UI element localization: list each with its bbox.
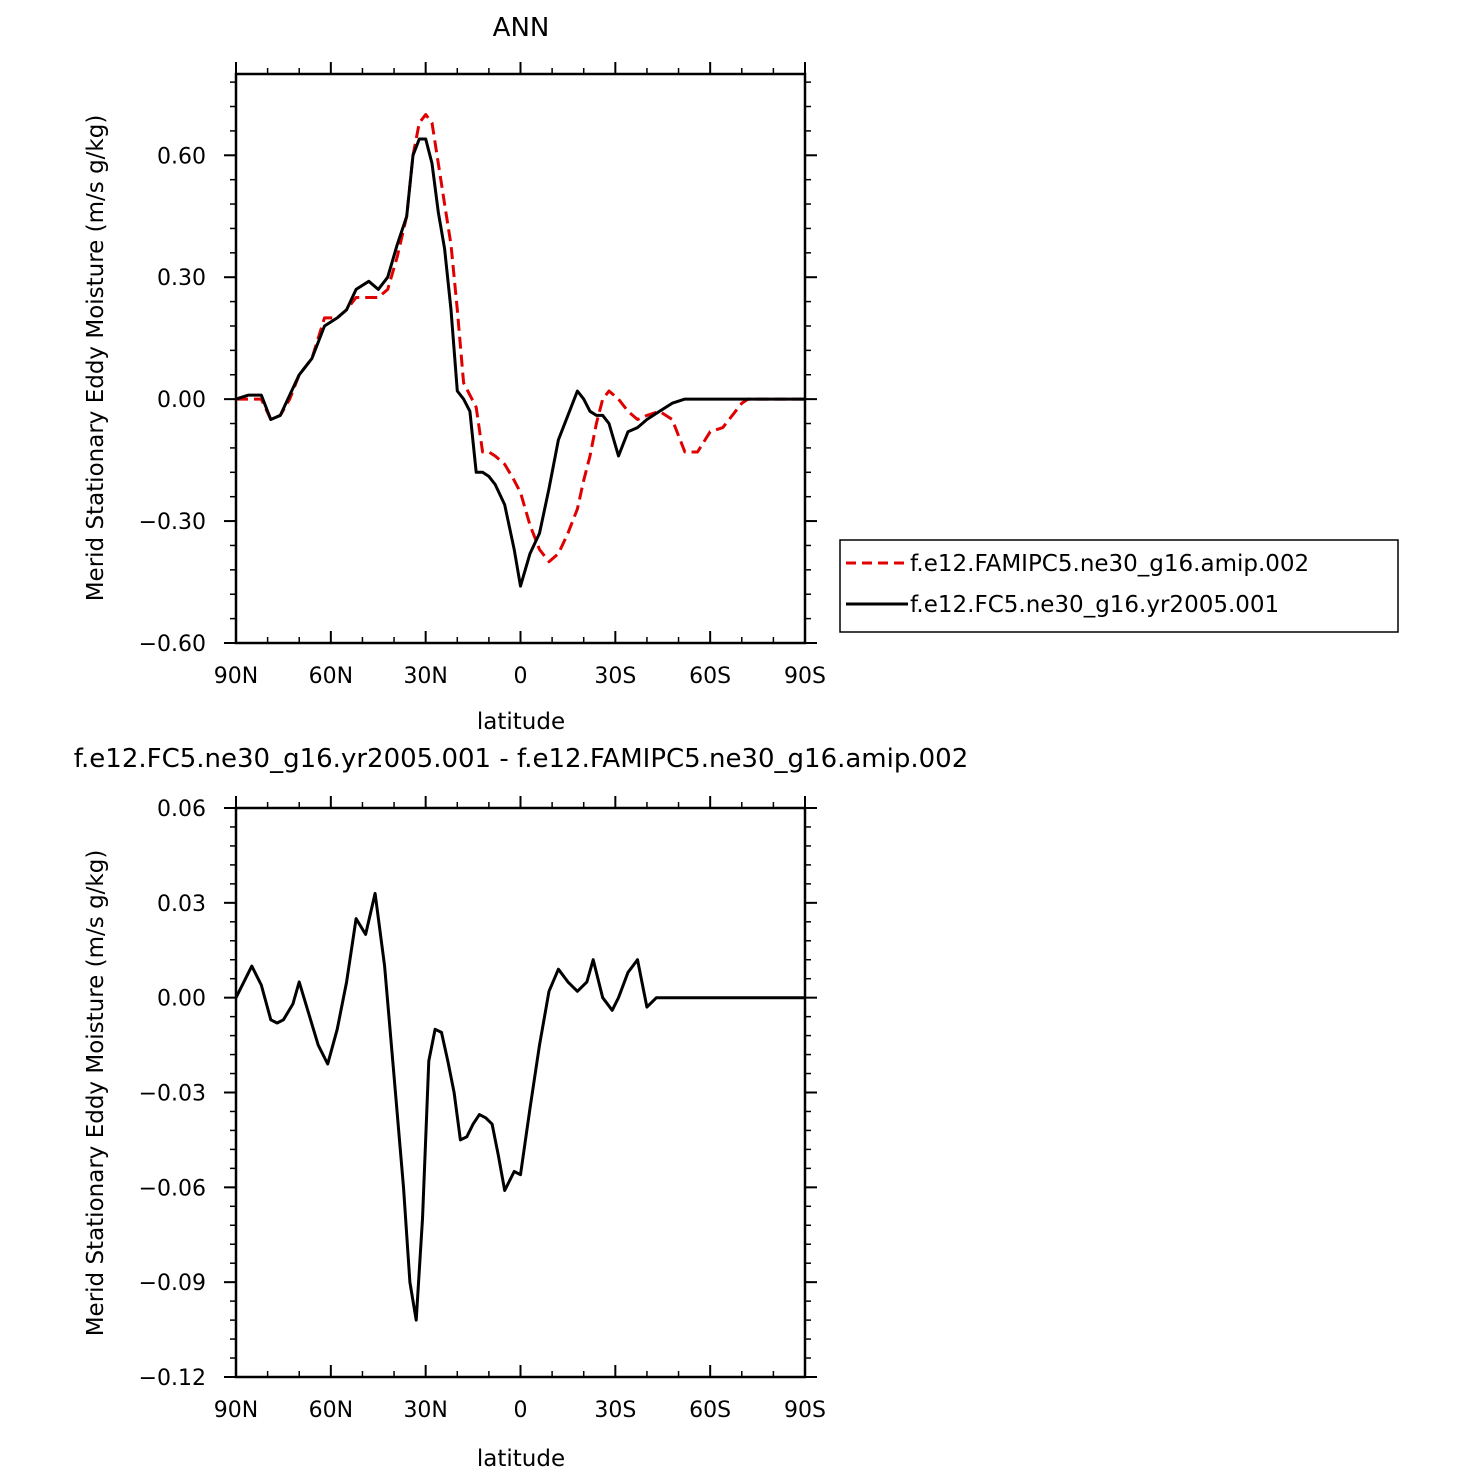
- bottom-chart-title: f.e12.FC5.ne30_g16.yr2005.001 - f.e12.FA…: [74, 744, 969, 774]
- bottom-ytick-label: 0.00: [157, 987, 206, 1012]
- bottom-xtick-label: 30N: [403, 1398, 447, 1423]
- bottom-y-axis-label: Merid Stationary Eddy Moisture (m/s g/kg…: [83, 850, 109, 1337]
- top-series-line-0: [236, 113, 805, 564]
- bottom-xtick-label: 60S: [689, 1398, 731, 1423]
- top-xtick-label: 90N: [214, 664, 258, 689]
- bottom-xtick-label: 30S: [594, 1398, 636, 1423]
- top-ytick-label: 0.60: [157, 144, 206, 169]
- top-series: [235, 113, 805, 588]
- bottom-ytick-label: −0.12: [139, 1366, 206, 1391]
- top-ytick-label: 0.30: [157, 266, 206, 291]
- bottom-ytick-label: −0.06: [139, 1176, 206, 1201]
- legend-label-amip: f.e12.FAMIPC5.ne30_g16.amip.002: [910, 551, 1309, 577]
- bottom-xtick-label: 0: [514, 1398, 528, 1423]
- top-series-line-1: [235, 137, 805, 588]
- bottom-ytick-label: −0.09: [139, 1271, 206, 1296]
- bottom-xtick-label: 90N: [214, 1398, 258, 1423]
- bottom-axis-ticks: [224, 796, 817, 1378]
- bottom-ytick-label: 0.06: [157, 797, 206, 822]
- bottom-plot-frame: [234, 806, 807, 1379]
- bottom-tick-labels: 90N 60N 30N 0 30S 60S 90S 0.06 0.03 0.00 −0.03 −0.0…: [139, 797, 826, 1423]
- legend-box: [839, 539, 1399, 633]
- top-ytick-label: 0.00: [157, 388, 206, 413]
- bottom-series: [234, 891, 805, 1322]
- top-xtick-label: 0: [514, 664, 528, 689]
- top-xtick-label: 30S: [594, 664, 636, 689]
- bottom-ytick-label: 0.03: [157, 892, 206, 917]
- top-xtick-label: 60S: [689, 664, 731, 689]
- legend: f.e12.FAMIPC5.ne30_g16.amip.002 f.e12.FC…: [839, 539, 1399, 633]
- bottom-xtick-label: 60N: [309, 1398, 353, 1423]
- top-ytick-label: −0.60: [139, 632, 206, 657]
- top-panel: ANN Merid Stationary Eddy Moisture (m/s …: [83, 13, 826, 735]
- bottom-panel: f.e12.FC5.ne30_g16.yr2005.001 - f.e12.FA…: [74, 744, 969, 1472]
- top-tick-labels: 90N 60N 30N 0 30S 60S 90S 0.60 0.30 0.00 −0.30 −0.6…: [139, 144, 826, 689]
- top-y-axis-label: Merid Stationary Eddy Moisture (m/s g/kg…: [83, 115, 109, 602]
- top-xtick-label: 30N: [403, 664, 447, 689]
- top-ytick-label: −0.30: [139, 510, 206, 535]
- top-x-axis-label: latitude: [477, 709, 565, 735]
- bottom-series-line-0: [234, 891, 805, 1322]
- top-chart-title: ANN: [493, 13, 550, 43]
- bottom-xtick-label: 90S: [784, 1398, 826, 1423]
- bottom-x-axis-label: latitude: [477, 1446, 565, 1472]
- top-xtick-label: 90S: [784, 664, 826, 689]
- legend-label-yr2005: f.e12.FC5.ne30_g16.yr2005.001: [910, 592, 1279, 618]
- bottom-ytick-label: −0.03: [139, 1082, 206, 1107]
- top-xtick-label: 60N: [309, 664, 353, 689]
- top-plot-frame: [234, 72, 807, 645]
